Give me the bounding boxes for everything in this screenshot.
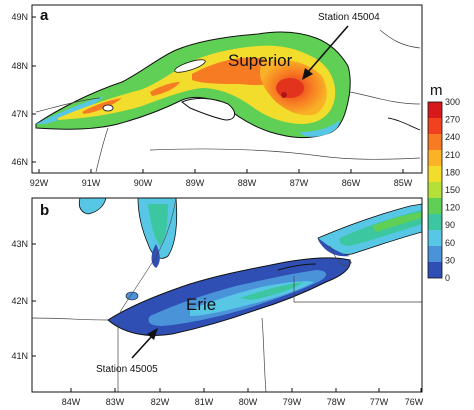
colorbar-swatch — [428, 134, 442, 150]
lon-tick: 88W — [238, 178, 257, 188]
colorbar-label: 30 — [445, 255, 455, 265]
colorbar-swatch — [428, 118, 442, 134]
colorbar-swatch — [428, 182, 442, 198]
station-45005-arrow — [131, 328, 158, 359]
lon-tick: 78W — [327, 397, 346, 407]
huron-fragment — [78, 198, 107, 215]
station-45004-arrow — [302, 25, 349, 80]
colorbar-frame — [427, 101, 443, 279]
lon-tick: 77W — [370, 397, 389, 407]
colorbar-swatch — [428, 230, 442, 246]
panel-b-lat-ticks: 43N 42N 41N — [11, 239, 36, 361]
panel-b-lon-ticks: 84W 83W 82W 81W 80W 79W 78W 77W 76W — [62, 388, 424, 407]
colorbar-label: 60 — [445, 238, 455, 248]
colorbar-label: 300 — [445, 97, 460, 107]
lon-tick: 84W — [62, 397, 81, 407]
colorbar-label: 90 — [445, 220, 455, 230]
colorbar-swatch — [428, 262, 442, 278]
lon-tick: 91W — [82, 178, 101, 188]
lon-tick: 82W — [151, 397, 170, 407]
lat-tick: 49N — [11, 12, 28, 22]
station-45004-label: Station 45004 — [318, 12, 380, 23]
colorbar-swatch — [428, 166, 442, 182]
panel-a-map — [35, 29, 421, 173]
colorbar-label: 0 — [445, 273, 450, 283]
colorbar-label: 210 — [445, 150, 460, 160]
lat-tick: 47N — [11, 109, 28, 119]
panel-a-letter: a — [40, 7, 49, 24]
erie-label: Erie — [186, 295, 216, 314]
lat-tick: 46N — [11, 157, 28, 167]
lon-tick: 80W — [239, 397, 258, 407]
colorbar-swatch — [428, 150, 442, 166]
colorbar-unit: m — [430, 82, 443, 99]
lat-tick: 41N — [11, 351, 28, 361]
panel-a-frame — [31, 4, 423, 174]
isle-royale — [174, 59, 206, 73]
colorbar-label: 120 — [445, 203, 460, 213]
station-45005-label: Station 45005 — [96, 364, 158, 375]
lon-tick: 79W — [283, 397, 302, 407]
lat-tick: 42N — [11, 296, 28, 306]
lon-tick: 90W — [134, 178, 153, 188]
lon-tick: 89W — [186, 178, 205, 188]
colorbar-swatch — [428, 198, 442, 214]
panel-b-map — [32, 198, 422, 392]
colorbar-swatch — [428, 102, 442, 118]
panel-b-frame — [31, 197, 423, 393]
colorbar-label: 240 — [445, 132, 460, 142]
lon-tick: 83W — [106, 397, 125, 407]
lon-tick: 92W — [30, 178, 49, 188]
colorbar-label: 180 — [445, 167, 460, 177]
lon-tick: 81W — [195, 397, 214, 407]
lon-tick: 86W — [342, 178, 361, 188]
lon-tick: 87W — [290, 178, 309, 188]
lon-tick: 76W — [405, 397, 424, 407]
lon-tick: 85W — [394, 178, 413, 188]
lat-tick: 43N — [11, 239, 28, 249]
lat-tick: 48N — [11, 61, 28, 71]
colorbar-swatch — [428, 214, 442, 230]
colorbar-label: 150 — [445, 185, 460, 195]
panel-a-lat-ticks: 49N 48N 47N 46N — [11, 12, 36, 167]
colorbar-swatch — [428, 246, 442, 262]
keweenaw-peninsula — [181, 97, 235, 121]
colorbar-label: 270 — [445, 115, 460, 125]
panel-a-lon-ticks: 92W 91W 90W 89W 88W 87W 86W 85W — [30, 169, 413, 188]
panel-b-letter: b — [40, 202, 49, 219]
superior-label: Superior — [228, 51, 293, 70]
